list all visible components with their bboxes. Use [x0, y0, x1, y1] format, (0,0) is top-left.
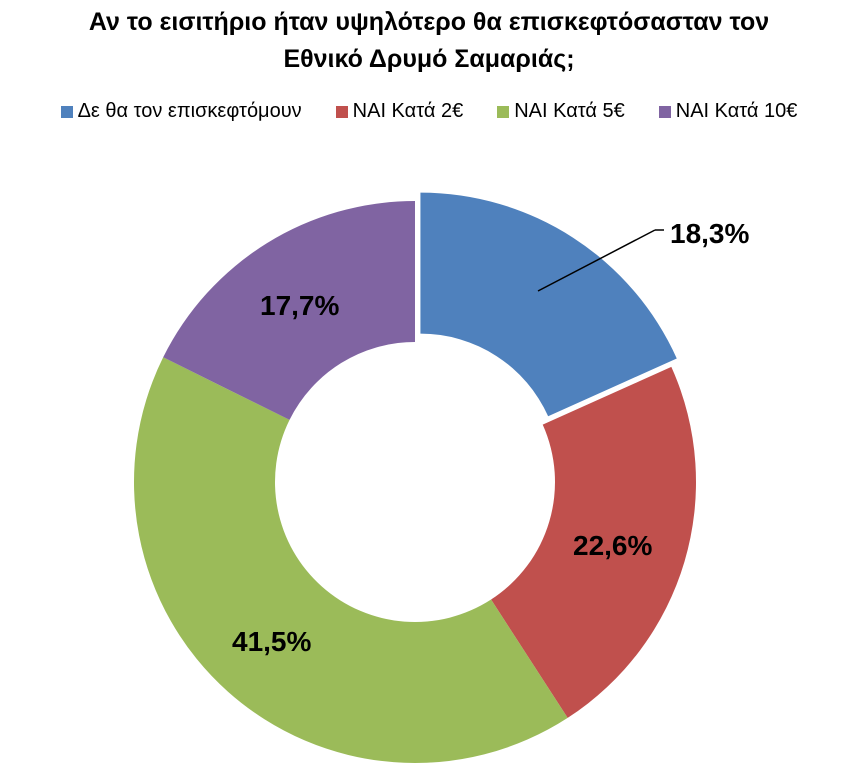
- data-label-yes-10eur: 17,7%: [260, 290, 339, 321]
- legend-swatch-blue: [60, 105, 73, 118]
- chart-title-line-2: Εθνικό Δρυμό Σαμαριάς;: [283, 45, 575, 73]
- slice-yes-5eur: [133, 357, 568, 764]
- slice-yes-10eur: [163, 201, 415, 420]
- chart-legend: Δε θα τον επισκεφτόμουν ΝΑΙ Κατά 2€ ΝΑΙ …: [0, 100, 858, 123]
- legend-label: ΝΑΙ Κατά 10€: [675, 100, 798, 122]
- legend-swatch-red: [335, 105, 348, 118]
- chart-title: Αν το εισιτήριο ήταν υψηλότερο θα επισκε…: [0, 4, 858, 78]
- legend-item-yes-5eur: ΝΑΙ Κατά 5€: [497, 100, 625, 123]
- chart-title-line-1: Αν το εισιτήριο ήταν υψηλότερο θα επισκε…: [88, 8, 770, 36]
- legend-swatch-green: [497, 105, 510, 118]
- data-label-yes-2eur: 22,6%: [573, 530, 652, 561]
- legend-label: Δε θα τον επισκεφτόμουν: [77, 100, 302, 122]
- label-leader-line: [537, 229, 656, 292]
- data-label-yes-5eur: 41,5%: [232, 626, 311, 657]
- legend-item-yes-2eur: ΝΑΙ Κατά 2€: [335, 100, 464, 123]
- legend-label: ΝΑΙ Κατά 5€: [514, 100, 625, 122]
- slice-yes-2eur: [491, 366, 696, 718]
- legend-label: ΝΑΙ Κατά 2€: [352, 100, 464, 122]
- data-label-not-visit: 18,3%: [670, 218, 749, 249]
- legend-item-not-visit: Δε θα τον επισκεφτόμουν: [60, 100, 302, 123]
- doughnut-slices: [133, 192, 696, 764]
- legend-swatch-purple: [658, 105, 671, 118]
- legend-item-yes-10eur: ΝΑΙ Κατά 10€: [658, 100, 798, 123]
- slice-not-visit: [420, 192, 677, 417]
